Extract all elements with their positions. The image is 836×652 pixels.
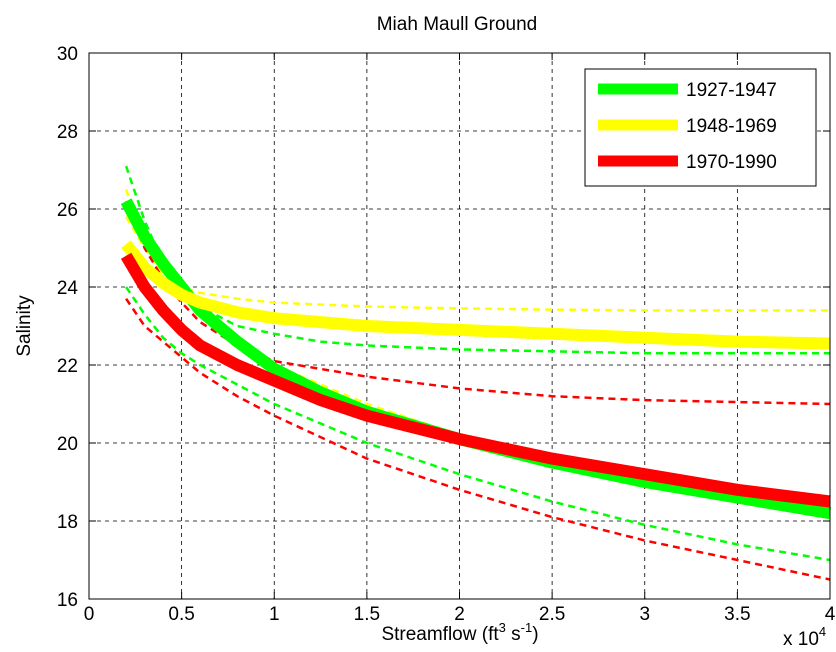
- x-axis-label-sup-1: 3: [499, 620, 506, 635]
- y-tick-label: 20: [57, 434, 78, 455]
- legend: 1927-1947 1948-1969 1970-1990: [584, 68, 817, 187]
- legend-label: 1970-1990: [686, 152, 777, 173]
- x-tick-label: 4: [825, 604, 836, 625]
- y-tick-label: 30: [57, 44, 78, 65]
- x-tick-label: 1.5: [354, 604, 380, 625]
- y-tick-label: 18: [57, 512, 78, 533]
- x-axis-label-mid: s: [506, 624, 521, 645]
- legend-label: 1948-1969: [686, 116, 777, 137]
- y-tick-label: 24: [57, 278, 79, 299]
- series-line-1948-1969: [121, 240, 831, 350]
- y-tick-label: 22: [57, 356, 78, 377]
- x-axis-multiplier: x 104: [783, 624, 826, 650]
- x-tick-label: 3: [639, 604, 650, 625]
- x-tick-labels: 0 0.5 1 1.5 2 2.5 3 3.5 4: [84, 604, 836, 625]
- x-tick-label: 0: [84, 604, 95, 625]
- x-tick-label: 0.5: [168, 604, 194, 625]
- x-axis-label-end: ): [532, 624, 538, 645]
- x-tick-label: 3.5: [724, 604, 750, 625]
- chart-title: Miah Maull Ground: [377, 14, 538, 35]
- legend-label: 1927-1947: [686, 80, 777, 101]
- y-tick-label: 16: [57, 590, 78, 611]
- x-multiplier-base: x 10: [783, 629, 819, 650]
- x-multiplier-exponent: 4: [819, 624, 826, 639]
- x-axis-label-sup-2: -1: [521, 620, 533, 635]
- series-line-1927-1947: [120, 198, 831, 520]
- x-axis-label-main: Streamflow (ft: [381, 624, 499, 645]
- x-tick-label: 1: [269, 604, 280, 625]
- series-line-1927-1947-lower: [125, 286, 831, 562]
- x-tick-label: 2.5: [539, 604, 565, 625]
- series-layer: [120, 165, 831, 581]
- axis-ticks: [88, 52, 831, 600]
- x-tick-label: 2: [454, 604, 465, 625]
- y-tick-labels: 16 18 20 22 24 26 28 30: [57, 44, 79, 611]
- y-tick-label: 28: [57, 122, 78, 143]
- y-tick-label: 26: [57, 200, 78, 221]
- y-axis-label: Salinity: [14, 295, 35, 357]
- x-axis-label: Streamflow (ft3 s-1): [381, 620, 538, 645]
- series-line-1970-1990: [120, 252, 831, 508]
